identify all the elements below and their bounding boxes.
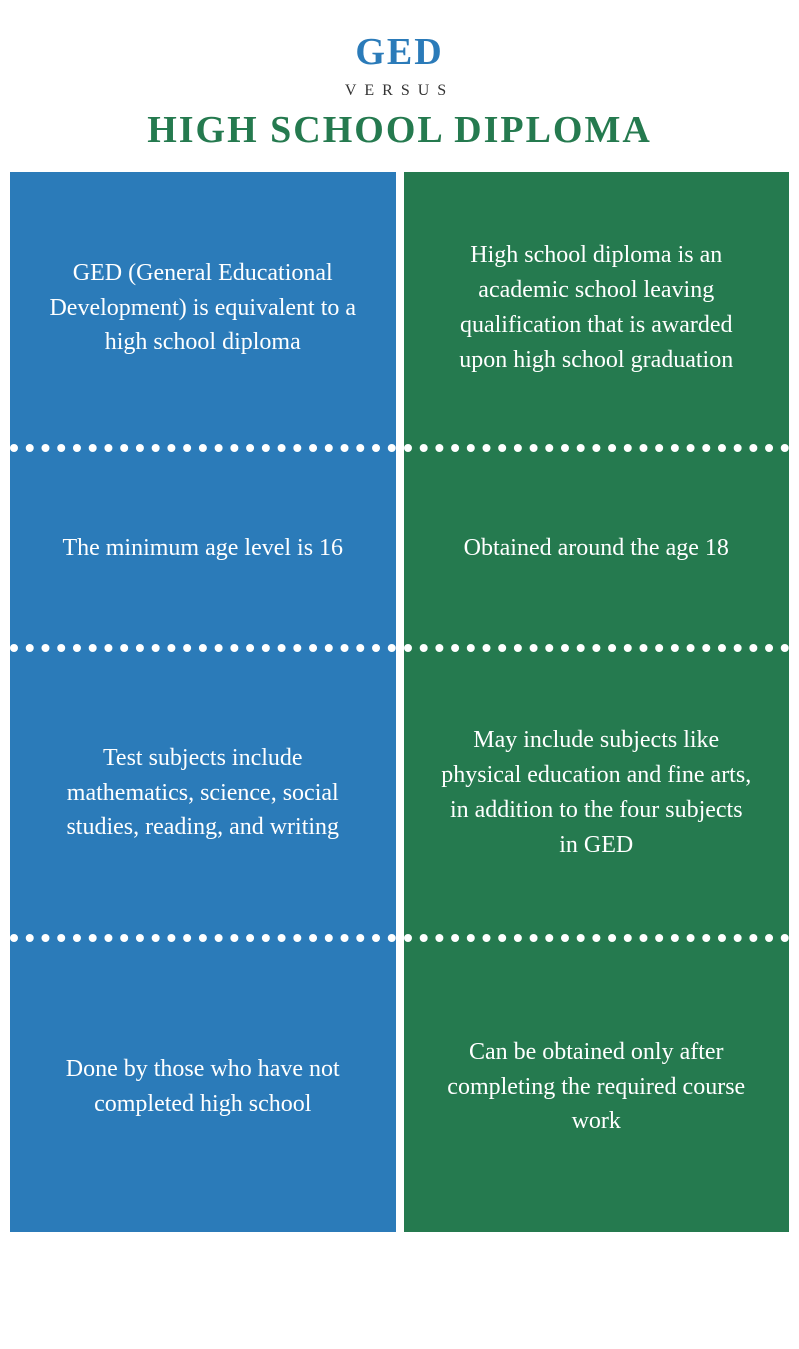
ged-cell-subjects: Test subjects include mathematics, scien… [10,652,396,942]
header: GED VERSUS HIGH SCHOOL DIPLOMA [0,0,799,172]
source-attribution: Pediaa.com [665,1293,769,1319]
ged-column: GED (General Educational Development) is… [10,172,396,1232]
ged-cell-definition: GED (General Educational Development) is… [10,172,396,452]
diploma-cell-age: Obtained around the age 18 [404,452,790,652]
diploma-column: High school diploma is an academic schoo… [404,172,790,1232]
ged-cell-age: The minimum age level is 16 [10,452,396,652]
diploma-cell-eligibility: Can be obtained only after completing th… [404,942,790,1232]
ged-cell-eligibility: Done by those who have not completed hig… [10,942,396,1232]
diploma-cell-subjects: May include subjects like physical educa… [404,652,790,942]
title-diploma: HIGH SCHOOL DIPLOMA [20,108,779,152]
title-ged: GED [20,30,779,74]
comparison-columns: GED (General Educational Development) is… [0,172,799,1232]
diploma-cell-definition: High school diploma is an academic schoo… [404,172,790,452]
versus-label: VERSUS [20,82,779,100]
